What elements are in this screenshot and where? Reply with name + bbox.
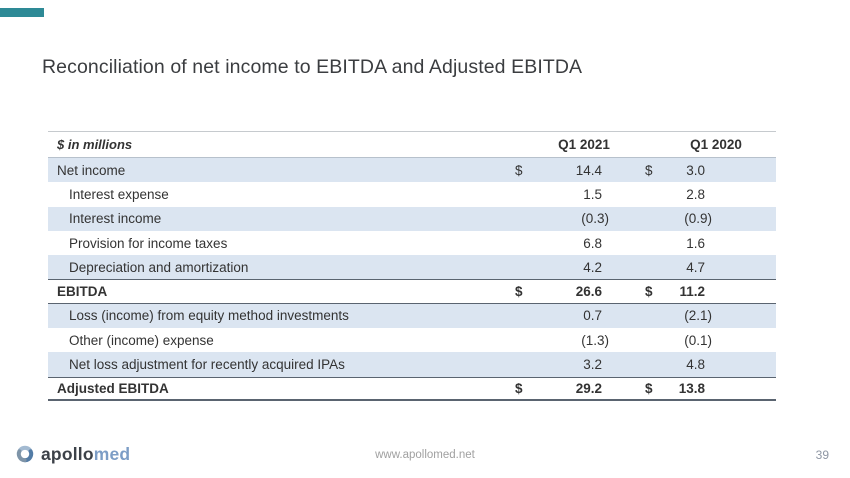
value-q1-2020: 3.0 [686,162,705,178]
row-label: Interest income [69,211,162,227]
table-row: Depreciation and amortization 4.2 4.7 [48,255,776,280]
value-q1-2021: (0.3) [581,211,609,227]
value-q1-2020: (2.1) [684,308,712,324]
table-row: Net income $ 14.4 $ 3.0 [48,158,776,183]
value-q1-2020: 4.7 [686,259,705,275]
value-q1-2021: 3.2 [583,357,602,373]
value-q1-2020: 11.2 [679,284,705,300]
row-label: Net loss adjustment for recently acquire… [69,357,345,373]
value-q1-2020: 1.6 [686,235,705,251]
column-header-q1-2021: Q1 2021 [558,137,610,152]
reconciliation-table: $ in millions Q1 2021 Q1 2020 Net income… [48,131,776,401]
page-title: Reconciliation of net income to EBITDA a… [42,56,583,79]
dollar-sign: $ [645,380,653,396]
value-q1-2021: (1.3) [581,332,609,348]
value-q1-2021: 0.7 [583,308,602,324]
table-row-adjusted-ebitda: Adjusted EBITDA $ 29.2 $ 13.8 [48,376,776,401]
value-q1-2021: 29.2 [575,380,602,396]
logo-wordmark: apollomed [41,443,131,464]
dollar-sign: $ [515,162,523,178]
brand-accent-bar [0,8,44,17]
table-row: Other (income) expense (1.3) (0.1) [48,328,776,352]
row-label: Adjusted EBITDA [57,380,169,396]
value-q1-2020: 13.8 [678,380,705,396]
value-q1-2020: (0.9) [684,211,712,227]
dollar-sign: $ [645,284,653,300]
company-logo: apollomed [14,443,130,465]
row-label: Provision for income taxes [69,235,228,251]
table-row: Net loss adjustment for recently acquire… [48,352,776,377]
dollar-sign: $ [515,380,523,396]
table-row: Interest expense 1.5 2.8 [48,182,776,206]
row-label: Depreciation and amortization [69,259,249,275]
row-label: EBITDA [57,284,108,300]
footer-url: www.apollomed.net [375,449,475,461]
dollar-sign: $ [515,284,523,300]
table-row: Interest income (0.3) (0.9) [48,206,776,231]
value-q1-2021: 1.5 [583,186,602,202]
row-label: Other (income) expense [69,332,214,348]
table-row: Loss (income) from equity method investm… [48,303,776,329]
column-header-q1-2020: Q1 2020 [690,137,742,152]
row-label: Net income [57,162,126,178]
swirl-logo-icon [14,443,36,465]
row-label: Loss (income) from equity method investm… [69,308,349,324]
dollar-sign: $ [645,162,653,178]
unit-label: $ in millions [57,137,133,152]
table-row: Provision for income taxes 6.8 1.6 [48,231,776,255]
value-q1-2021: 14.4 [575,162,602,178]
value-q1-2021: 4.2 [583,259,602,275]
value-q1-2021: 26.6 [575,284,602,300]
value-q1-2020: 2.8 [686,186,705,202]
table-row-ebitda: EBITDA $ 26.6 $ 11.2 [48,279,776,304]
value-q1-2020: 4.8 [686,357,705,373]
row-label: Interest expense [69,186,169,202]
table-header-row: $ in millions Q1 2021 Q1 2020 [48,132,776,158]
value-q1-2020: (0.1) [684,332,712,348]
slide-page-number: 39 [815,448,829,462]
value-q1-2021: 6.8 [583,235,602,251]
